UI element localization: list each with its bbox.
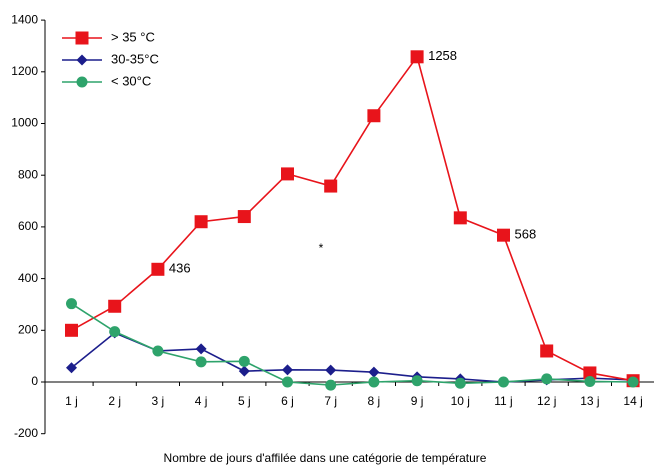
legend: > 35 °C 30-35°C < 30°C bbox=[62, 29, 159, 88]
y-tick-label: 600 bbox=[18, 219, 38, 233]
series-line bbox=[70, 331, 634, 383]
x-tick-label: 12 j bbox=[537, 394, 556, 408]
x-tick-label: 13 j bbox=[580, 394, 599, 408]
marker-square bbox=[194, 215, 208, 229]
marker-square bbox=[410, 50, 424, 64]
legend-label: 30-35°C bbox=[111, 51, 159, 66]
marker-square bbox=[540, 344, 554, 358]
marker-circle bbox=[66, 298, 77, 310]
series-square bbox=[65, 50, 640, 388]
legend-item: 30-35°C bbox=[62, 51, 159, 66]
data-label: 1258 bbox=[428, 48, 457, 63]
x-tick-label: 11 j bbox=[494, 394, 512, 408]
marker-circle bbox=[541, 373, 553, 385]
legend-label: < 30°C bbox=[111, 73, 151, 88]
marker-square bbox=[453, 211, 467, 225]
y-tick-label: 1200 bbox=[11, 64, 38, 78]
data-labels: 436 1258 568 bbox=[169, 48, 536, 275]
marker-square bbox=[75, 31, 89, 45]
series-group bbox=[65, 50, 640, 391]
marker-diamond bbox=[368, 366, 380, 378]
data-label: 436 bbox=[169, 261, 191, 276]
x-tick-label: 7 j bbox=[324, 394, 337, 408]
x-tick-label: 1 j bbox=[65, 394, 78, 408]
axes bbox=[41, 19, 654, 435]
marker-circle bbox=[325, 379, 337, 391]
marker-circle bbox=[76, 76, 88, 88]
marker-square bbox=[497, 228, 510, 242]
marker-diamond bbox=[76, 54, 88, 66]
marker-square bbox=[65, 323, 78, 337]
marker-diamond bbox=[195, 343, 207, 355]
marker-circle bbox=[411, 375, 423, 387]
marker-square bbox=[281, 167, 294, 181]
marker-square bbox=[324, 179, 338, 193]
marker-circle bbox=[152, 345, 164, 357]
marker-square bbox=[151, 262, 165, 276]
marker-circle bbox=[498, 376, 509, 388]
marker-diamond bbox=[325, 364, 337, 376]
x-tick-label: 5 j bbox=[238, 394, 251, 408]
marker-diamond bbox=[282, 364, 293, 376]
marker-circle bbox=[627, 376, 639, 388]
y-tick-label: 200 bbox=[18, 322, 38, 336]
x-tick-label: 4 j bbox=[195, 394, 208, 408]
marker-circle bbox=[282, 376, 293, 388]
series-line bbox=[71, 303, 634, 386]
marker-circle bbox=[238, 355, 250, 367]
x-tick-labels: 1 j 2 j 3 j 4 j 5 j 6 j 7 j 8 j 9 j 10 j 11 j 12 j 1… bbox=[65, 394, 643, 408]
x-tick-label: 8 j bbox=[368, 394, 381, 408]
data-label: 568 bbox=[515, 227, 537, 242]
legend-item: > 35 °C bbox=[62, 29, 155, 45]
y-tick-labels: -200 0 200 400 600 800 1000 1200 1400 bbox=[11, 12, 38, 440]
marker-circle bbox=[109, 326, 121, 338]
y-tick-label: 800 bbox=[18, 167, 38, 181]
asterisk-note: * bbox=[319, 241, 324, 255]
x-tick-label: 2 j bbox=[108, 394, 121, 408]
y-tick-label: -200 bbox=[14, 426, 38, 440]
x-axis-label: Nombre de jours d'affilée dans une catég… bbox=[164, 451, 487, 465]
x-tick-label: 14 j bbox=[623, 394, 642, 408]
legend-item: < 30°C bbox=[62, 73, 151, 88]
y-tick-label: 1400 bbox=[11, 12, 38, 26]
marker-circle bbox=[454, 377, 466, 389]
legend-label: > 35 °C bbox=[111, 29, 155, 44]
marker-square bbox=[108, 299, 122, 313]
marker-diamond bbox=[238, 365, 250, 377]
marker-circle bbox=[368, 376, 380, 388]
marker-circle bbox=[195, 356, 207, 368]
x-tick-label: 9 j bbox=[411, 394, 424, 408]
x-tick-label: 10 j bbox=[451, 394, 470, 408]
series-line bbox=[71, 54, 634, 382]
series-circle bbox=[66, 298, 639, 391]
marker-square bbox=[367, 109, 381, 123]
y-tick-label: 1000 bbox=[11, 116, 38, 130]
y-tick-label: 0 bbox=[31, 374, 38, 388]
marker-diamond bbox=[66, 362, 77, 374]
y-tick-label: 400 bbox=[18, 271, 38, 285]
marker-circle bbox=[584, 375, 596, 387]
x-tick-label: 6 j bbox=[281, 394, 294, 408]
marker-square bbox=[237, 210, 251, 224]
x-tick-label: 3 j bbox=[152, 394, 165, 408]
